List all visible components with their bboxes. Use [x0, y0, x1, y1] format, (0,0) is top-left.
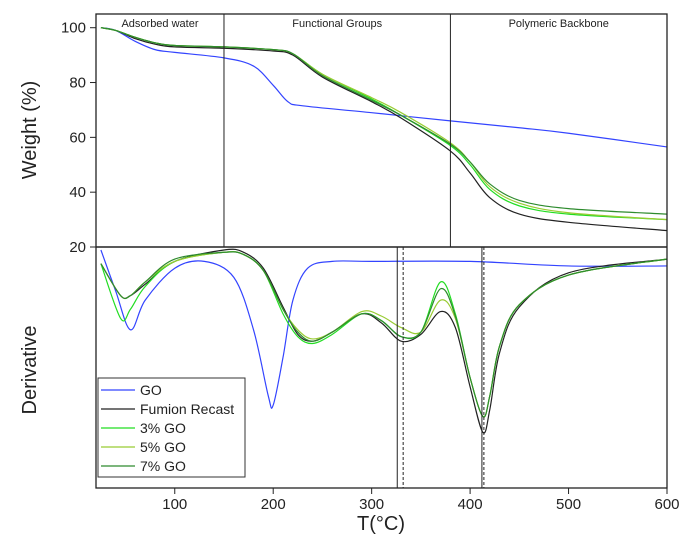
x-tick-label: 100 — [162, 496, 187, 513]
legend-entry-5-go: 5% GO — [140, 439, 186, 455]
x-tick-label: 600 — [654, 496, 679, 513]
legend-entry-3-go: 3% GO — [140, 420, 186, 436]
y-tick-label: 20 — [69, 239, 86, 256]
x-axis-label: T(°C) — [357, 513, 405, 535]
x-ticks: 100 200 300 400 500 600 — [162, 488, 680, 513]
y-tick-label: 80 — [69, 75, 86, 92]
weight-line-go — [100, 27, 668, 148]
y-ticks: 20 40 60 80 100 — [61, 20, 96, 256]
weight-line-fumion-recast — [100, 27, 668, 232]
legend-entry-7-go: 7% GO — [140, 458, 186, 474]
legend-entry-fumion-recast: Fumion Recast — [140, 401, 234, 417]
legend-entry-go: GO — [140, 382, 162, 398]
derivative-line-go — [100, 249, 668, 409]
weight-line-7-go — [100, 27, 668, 215]
region-label: Polymeric Backbone — [509, 18, 609, 30]
bottom-panel-series — [100, 248, 668, 434]
x-tick-label: 400 — [458, 496, 483, 513]
weight-line-3-go — [100, 27, 668, 221]
x-tick-label: 300 — [359, 496, 384, 513]
weight-line-5-go — [100, 27, 668, 221]
top-panel-series — [100, 27, 668, 232]
y-tick-label: 40 — [69, 184, 86, 201]
region-label: Adsorbed water — [121, 18, 198, 30]
derivative-line-7-go — [100, 251, 668, 418]
x-tick-label: 200 — [261, 496, 286, 513]
top-y-axis-label: Weight (%) — [19, 81, 41, 180]
legend: GO Fumion Recast 3% GO 5% GO 7% GO — [97, 377, 246, 478]
region-labels: Adsorbed water Functional Groups Polymeric… — [121, 18, 608, 30]
bottom-y-axis-label: Derivative — [19, 326, 41, 415]
plot-frame — [95, 13, 668, 489]
region-label: Functional Groups — [292, 18, 382, 30]
x-tick-label: 500 — [556, 496, 581, 513]
y-tick-label: 100 — [61, 20, 86, 37]
y-tick-label: 60 — [69, 129, 86, 146]
reference-lines — [223, 14, 485, 488]
